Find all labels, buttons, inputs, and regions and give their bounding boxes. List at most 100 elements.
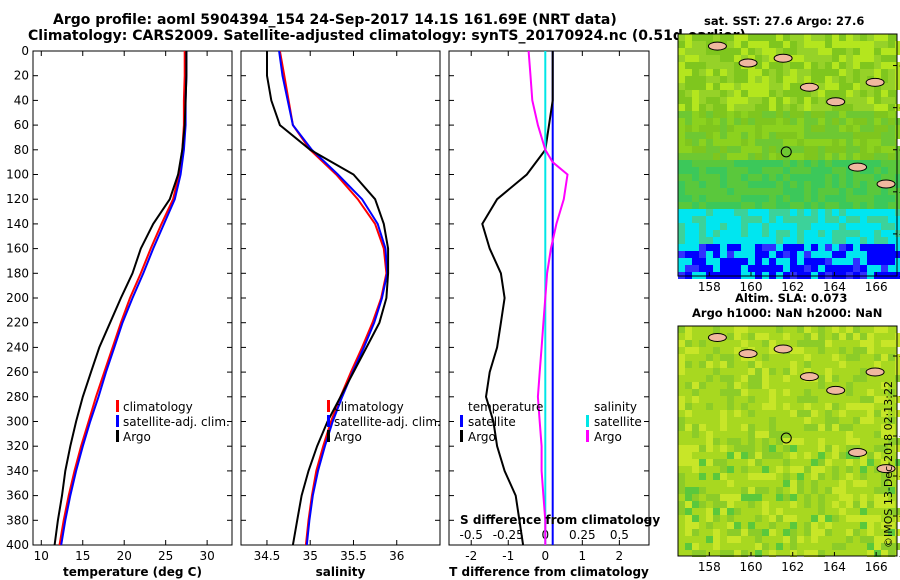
map-cell: [839, 333, 846, 340]
map-cell: [797, 160, 804, 167]
map-cell: [874, 209, 881, 216]
map-cell: [692, 97, 699, 104]
map-cell: [888, 174, 895, 181]
map-cell: [839, 111, 846, 118]
map-cell: [748, 445, 755, 452]
difference-profile-chart: -2 -1 0 1 2-0.5 -0.25 0 0.25 0.5T difference fro…: [448, 50, 650, 579]
map-cell: [678, 258, 685, 265]
map-cell: [762, 368, 769, 375]
map-cell: [818, 216, 825, 223]
map-cell: [755, 459, 762, 466]
map-cell: [783, 125, 790, 132]
map-cell: [720, 445, 727, 452]
island-shape: [799, 82, 819, 92]
map-cell: [706, 431, 713, 438]
island-shape: [738, 349, 758, 359]
map-cell: [839, 230, 846, 237]
map-cell: [825, 55, 832, 62]
map-cell: [888, 111, 895, 118]
x-tick-label: 35.5: [340, 549, 367, 563]
map-cell: [846, 223, 853, 230]
map-cell: [846, 452, 853, 459]
map-cell: [699, 69, 706, 76]
figure-title-2: Climatology: CARS2009. Satellite-adjuste…: [28, 28, 746, 44]
map-cell: [762, 216, 769, 223]
map-cell: [678, 445, 685, 452]
map-cell: [748, 244, 755, 251]
map-cell: [867, 55, 874, 62]
map-cell: [734, 445, 741, 452]
map-cell: [748, 230, 755, 237]
map-cell: [811, 459, 818, 466]
map-cell: [825, 118, 832, 125]
map-cell: [776, 216, 783, 223]
map-cell: [811, 473, 818, 480]
map-cell: [720, 195, 727, 202]
map-cell: [734, 160, 741, 167]
map-cell: [713, 188, 720, 195]
map-cell: [692, 550, 699, 557]
map-cell: [804, 333, 811, 340]
map-cell: [685, 118, 692, 125]
island-shape: [876, 464, 896, 474]
map-cell: [797, 265, 804, 272]
map-cell: [860, 174, 867, 181]
map-cell: [755, 223, 762, 230]
map-cell: [867, 333, 874, 340]
map-cell: [720, 69, 727, 76]
map-cell: [846, 244, 853, 251]
map-cell: [818, 466, 825, 473]
map-cell: [713, 515, 720, 522]
map-cell: [867, 550, 874, 557]
map-cell: [818, 438, 825, 445]
y-tick-label: 380: [6, 513, 29, 527]
x-axis-label: temperature (deg C): [63, 565, 202, 579]
map-cell: [755, 237, 762, 244]
map-cell: [818, 146, 825, 153]
legends: climatology satellite-adj. clim. Argo cl…: [116, 400, 660, 527]
map-cell: [699, 118, 706, 125]
map-cell: [888, 431, 895, 438]
map-cell: [769, 550, 776, 557]
map-cell: [692, 251, 699, 258]
map-cell: [685, 188, 692, 195]
map-cell: [734, 438, 741, 445]
map-cell: [860, 258, 867, 265]
x-tick-label: 20: [117, 549, 132, 563]
map-cell: [811, 230, 818, 237]
map-cell: [818, 209, 825, 216]
map-cell: [769, 174, 776, 181]
map-cell: [734, 195, 741, 202]
map-cell: [790, 244, 797, 251]
map-cell: [797, 153, 804, 160]
map-cell: [678, 368, 685, 375]
map-cell: [685, 230, 692, 237]
map-cell: [804, 174, 811, 181]
map-cell: [832, 160, 839, 167]
map-cell: [853, 97, 860, 104]
map-cell: [734, 536, 741, 543]
map-cell: [797, 48, 804, 55]
map-cell: [874, 244, 881, 251]
map-cell: [811, 424, 818, 431]
map-cell: [769, 216, 776, 223]
map-cell: [888, 195, 895, 202]
map-cell: [804, 452, 811, 459]
map-cell: [748, 209, 755, 216]
map-cell: [825, 188, 832, 195]
map-cell: [734, 202, 741, 209]
map-cell: [818, 347, 825, 354]
map-cell: [741, 153, 748, 160]
map-cell: [762, 431, 769, 438]
map-cell: [769, 188, 776, 195]
map-cell: [706, 258, 713, 265]
map-cell: [692, 522, 699, 529]
map-cell: [720, 125, 727, 132]
map-cell: [881, 41, 888, 48]
map-cell: [769, 396, 776, 403]
map-cell: [839, 153, 846, 160]
map-cell: [783, 445, 790, 452]
map-cell: [699, 139, 706, 146]
map-cell: [769, 209, 776, 216]
y-tick-label: 400: [6, 538, 29, 552]
